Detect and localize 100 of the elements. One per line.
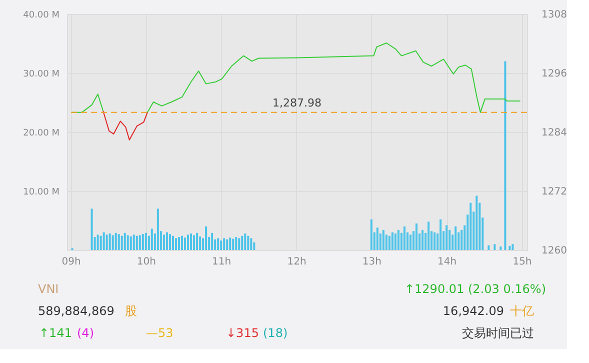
bar — [247, 236, 250, 250]
bar — [102, 232, 105, 250]
y2-tick-label: 1308 — [542, 10, 567, 20]
bar — [403, 226, 406, 250]
bar — [226, 239, 228, 250]
bar — [96, 234, 99, 250]
bar — [144, 232, 147, 250]
bar — [235, 237, 238, 250]
bar — [168, 234, 171, 250]
text: (18) — [263, 326, 288, 340]
bar — [130, 236, 132, 250]
x-tick-label: 10h — [136, 256, 156, 268]
bar — [454, 226, 457, 250]
x-tick-label: 14h — [438, 256, 457, 268]
bar — [196, 232, 198, 250]
bar — [199, 236, 202, 250]
bar — [382, 230, 384, 250]
y-tick-label: 20.00 M — [23, 128, 60, 138]
text: (4) — [77, 326, 94, 340]
bar — [512, 244, 514, 250]
bar — [446, 225, 448, 250]
bar — [232, 238, 234, 250]
x-tick-label: 12h — [287, 256, 306, 268]
y2-tick-label: 1296 — [542, 68, 567, 80]
y-tick-label: 40.00 M — [23, 10, 60, 20]
bar — [416, 223, 418, 250]
bar — [193, 235, 196, 250]
bar — [178, 237, 180, 250]
bar — [409, 234, 412, 250]
bar — [238, 238, 240, 250]
bar — [90, 208, 93, 250]
x-tick-label: 13h — [362, 256, 382, 268]
ref-line-label: 1,287.98 — [272, 96, 322, 110]
bar — [166, 232, 168, 250]
bar — [494, 244, 496, 250]
bar — [118, 234, 120, 250]
text: 交易时间已过 — [462, 326, 534, 340]
bar — [106, 234, 108, 250]
text: 十亿 — [510, 304, 534, 318]
text: VNI — [38, 282, 59, 296]
bar — [205, 226, 208, 250]
bar — [187, 234, 190, 250]
bar — [120, 236, 123, 250]
text: 股 — [125, 304, 137, 318]
bar — [504, 61, 506, 250]
x-tick-label: 11h — [212, 256, 232, 268]
bar — [488, 245, 490, 250]
text: 589,884,869 — [38, 304, 114, 318]
bar — [244, 233, 246, 250]
bar — [174, 238, 177, 250]
bar — [440, 219, 442, 250]
text: ↓315 — [226, 326, 259, 340]
bar — [241, 236, 244, 250]
bar — [220, 240, 222, 250]
bar — [114, 232, 117, 250]
bar — [376, 228, 378, 250]
bar — [223, 238, 226, 250]
bar — [470, 202, 472, 250]
bar — [162, 234, 165, 250]
bar — [126, 235, 129, 250]
bar — [108, 233, 111, 250]
bar — [476, 196, 478, 250]
bar — [388, 236, 390, 250]
bar — [156, 208, 159, 250]
y2-tick-label: 1284 — [542, 128, 567, 138]
bar — [394, 233, 396, 250]
bar — [428, 222, 430, 250]
y2-tick-label: 1260 — [542, 246, 567, 256]
bar — [229, 238, 232, 250]
y2-tick-label: 1272 — [542, 186, 567, 198]
bar — [138, 235, 141, 250]
bar — [142, 234, 144, 250]
text: ↑141 — [39, 326, 72, 340]
bar — [124, 232, 126, 250]
x-tick-label: 09h — [62, 256, 81, 268]
bar — [100, 236, 102, 250]
line-series — [102, 110, 148, 140]
bar — [181, 236, 183, 250]
bar — [508, 246, 511, 250]
bar — [422, 230, 424, 250]
bar — [112, 235, 114, 250]
text: ↑1290.01 (2.03 0.16%) — [404, 282, 546, 296]
bar — [397, 230, 400, 250]
y-tick-label: 30.00 M — [23, 70, 60, 80]
bar — [370, 219, 372, 250]
bar — [391, 232, 394, 250]
bar — [250, 238, 252, 250]
x-tick-label: 15h — [512, 256, 532, 268]
bar — [211, 232, 214, 250]
text: —53 — [146, 326, 174, 340]
bar — [136, 236, 138, 250]
bar — [190, 233, 192, 250]
bar — [217, 238, 220, 250]
bar — [172, 236, 174, 250]
bar — [132, 234, 135, 250]
bar — [150, 228, 153, 250]
bar — [500, 246, 502, 250]
bar — [434, 232, 436, 250]
bar — [184, 238, 186, 250]
text: 16,942.09 — [442, 304, 504, 318]
